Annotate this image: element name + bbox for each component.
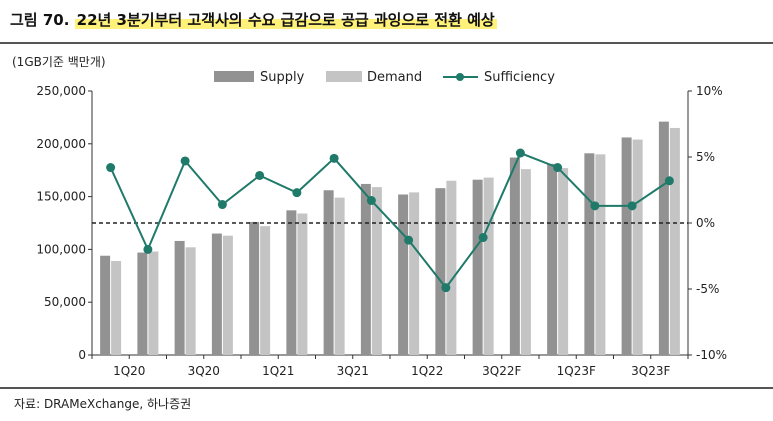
- sufficiency-point: [515, 148, 525, 158]
- sufficiency-point: [143, 244, 153, 254]
- x-tick-label: 3Q22F: [482, 364, 521, 378]
- bar-supply: [174, 240, 185, 355]
- right-tick-label: 0%: [696, 216, 715, 230]
- sufficiency-point: [478, 233, 488, 243]
- x-tick-label: 3Q20: [188, 364, 220, 378]
- left-tick-label: 150,000: [36, 190, 86, 204]
- sufficiency-point: [106, 163, 116, 173]
- left-tick-label: 100,000: [36, 242, 86, 256]
- bar-supply: [435, 188, 446, 355]
- bar-supply: [286, 210, 297, 355]
- bar-supply: [323, 190, 334, 355]
- sufficiency-point: [553, 163, 563, 173]
- bar-supply: [658, 121, 669, 356]
- bar-supply: [621, 137, 632, 355]
- bar-demand: [595, 154, 606, 355]
- left-tick-label: 200,000: [36, 137, 86, 151]
- chart-line: [92, 148, 688, 293]
- legend-swatch-supply: [214, 71, 254, 82]
- left-tick-label: 250,000: [36, 84, 86, 98]
- chart-bars: [100, 121, 680, 356]
- y-unit-label: (1GB기준 백만개): [12, 55, 106, 69]
- legend-marker-sufficiency: [456, 73, 464, 81]
- sufficiency-point: [255, 170, 265, 180]
- right-tick-label: 10%: [696, 84, 723, 98]
- x-tick-label: 3Q21: [337, 364, 369, 378]
- sufficiency-point: [329, 153, 339, 163]
- left-tick-label: 0: [78, 348, 86, 362]
- bar-demand: [222, 235, 233, 355]
- x-tick-label: 1Q20: [113, 364, 145, 378]
- x-tick-label: 1Q21: [262, 364, 294, 378]
- bar-demand: [483, 177, 494, 355]
- sufficiency-point: [590, 201, 600, 211]
- bar-demand: [669, 127, 680, 356]
- x-tick-label: 1Q23F: [557, 364, 596, 378]
- bar-demand: [148, 251, 159, 355]
- bar-supply: [509, 157, 520, 355]
- chart-labels: 0 50,000 100,000 150,000 200,000 250,000 -10% -…: [12, 55, 727, 378]
- bar-demand: [371, 187, 382, 355]
- right-tick-label: -10%: [696, 348, 727, 362]
- bar-demand: [520, 169, 531, 355]
- bar-supply: [547, 163, 558, 355]
- chart-legend: Supply Demand Sufficiency: [214, 70, 555, 85]
- sufficiency-point: [292, 188, 302, 198]
- bar-demand: [409, 192, 420, 355]
- x-tick-label: 1Q22: [411, 364, 443, 378]
- bar-supply: [584, 153, 595, 355]
- bar-demand: [446, 180, 457, 355]
- figure-number: 그림 70.: [10, 11, 70, 29]
- legend-label-sufficiency: Sufficiency: [484, 70, 555, 85]
- sufficiency-point: [180, 156, 190, 166]
- bar-demand: [334, 197, 345, 355]
- bar-supply: [211, 233, 222, 355]
- right-tick-label: 5%: [696, 150, 715, 164]
- bottom-divider: [0, 387, 773, 389]
- bar-supply: [249, 221, 260, 355]
- legend-label-demand: Demand: [367, 70, 422, 85]
- figure-title: 그림 70. 22년 3분기부터 고객사의 수요 급감으로 공급 과잉으로 전환…: [10, 9, 497, 30]
- figure-title-text: 22년 3분기부터 고객사의 수요 급감으로 공급 과잉으로 전환 예상: [74, 11, 497, 29]
- bar-demand: [111, 261, 122, 355]
- bar-supply: [398, 194, 409, 355]
- bar-supply: [360, 183, 371, 355]
- bar-supply: [472, 179, 483, 355]
- top-divider: [0, 42, 773, 44]
- bar-demand: [185, 247, 196, 355]
- bar-supply: [137, 252, 148, 355]
- bar-supply: [100, 255, 111, 355]
- legend-label-supply: Supply: [260, 70, 305, 85]
- sufficiency-point: [404, 235, 414, 245]
- sufficiency-point: [664, 176, 674, 186]
- bar-demand: [632, 139, 643, 355]
- sufficiency-point: [217, 200, 227, 210]
- bar-demand: [260, 226, 271, 355]
- source-note: 자료: DRAMeXchange, 하나증권: [14, 397, 192, 411]
- chart: 0 50,000 100,000 150,000 200,000 250,000 -10% -…: [12, 55, 727, 378]
- sufficiency-line: [109, 151, 670, 290]
- sufficiency-point: [366, 196, 376, 206]
- right-tick-label: -5%: [696, 282, 719, 296]
- sufficiency-point: [627, 201, 637, 211]
- legend-swatch-demand: [326, 71, 362, 82]
- bar-demand: [558, 168, 569, 355]
- sufficiency-point: [441, 283, 451, 293]
- x-tick-label: 3Q23F: [631, 364, 670, 378]
- figure-header: 그림 70. 22년 3분기부터 고객사의 수요 급감으로 공급 과잉으로 전환…: [0, 0, 773, 44]
- left-tick-label: 50,000: [44, 295, 86, 309]
- bar-demand: [297, 213, 308, 355]
